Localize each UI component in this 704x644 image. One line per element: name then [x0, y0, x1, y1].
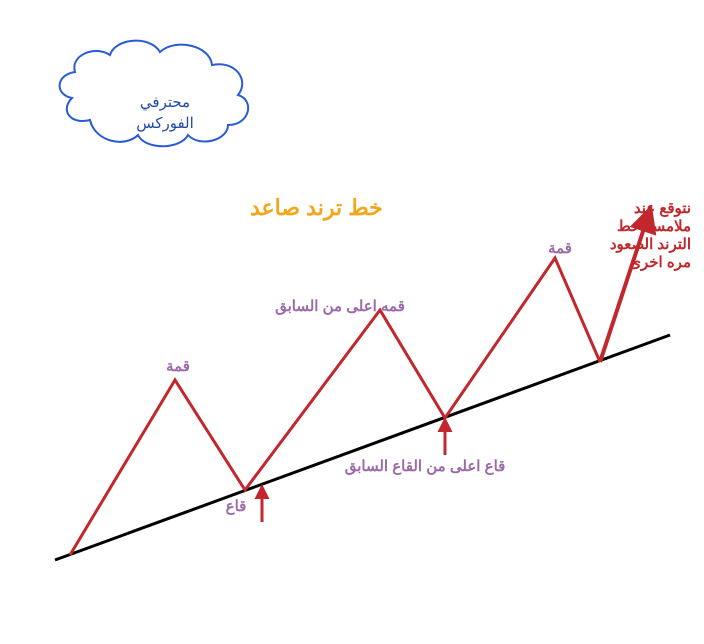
drawing-layer	[0, 0, 704, 644]
label-peak-3: قمة	[540, 240, 580, 258]
label-forecast: نتوقع عند ملامسة خط الترند الصعود مره اخ…	[596, 200, 691, 272]
label-peak-2: قمه اعلى من السابق	[255, 298, 425, 316]
label-peak-1: قمة	[158, 358, 198, 376]
label-trough-2: قاع اعلى من القاع السابق	[320, 458, 530, 476]
diagram-stage: محترفي الفوركس خط ترند صاعد قمة قمه اعلى…	[0, 0, 704, 644]
trend-line	[55, 335, 670, 560]
cloud-label: محترفي الفوركس	[110, 92, 220, 134]
diagram-title: خط ترند صاعد	[250, 195, 383, 221]
label-trough-1: قاع	[216, 498, 256, 516]
